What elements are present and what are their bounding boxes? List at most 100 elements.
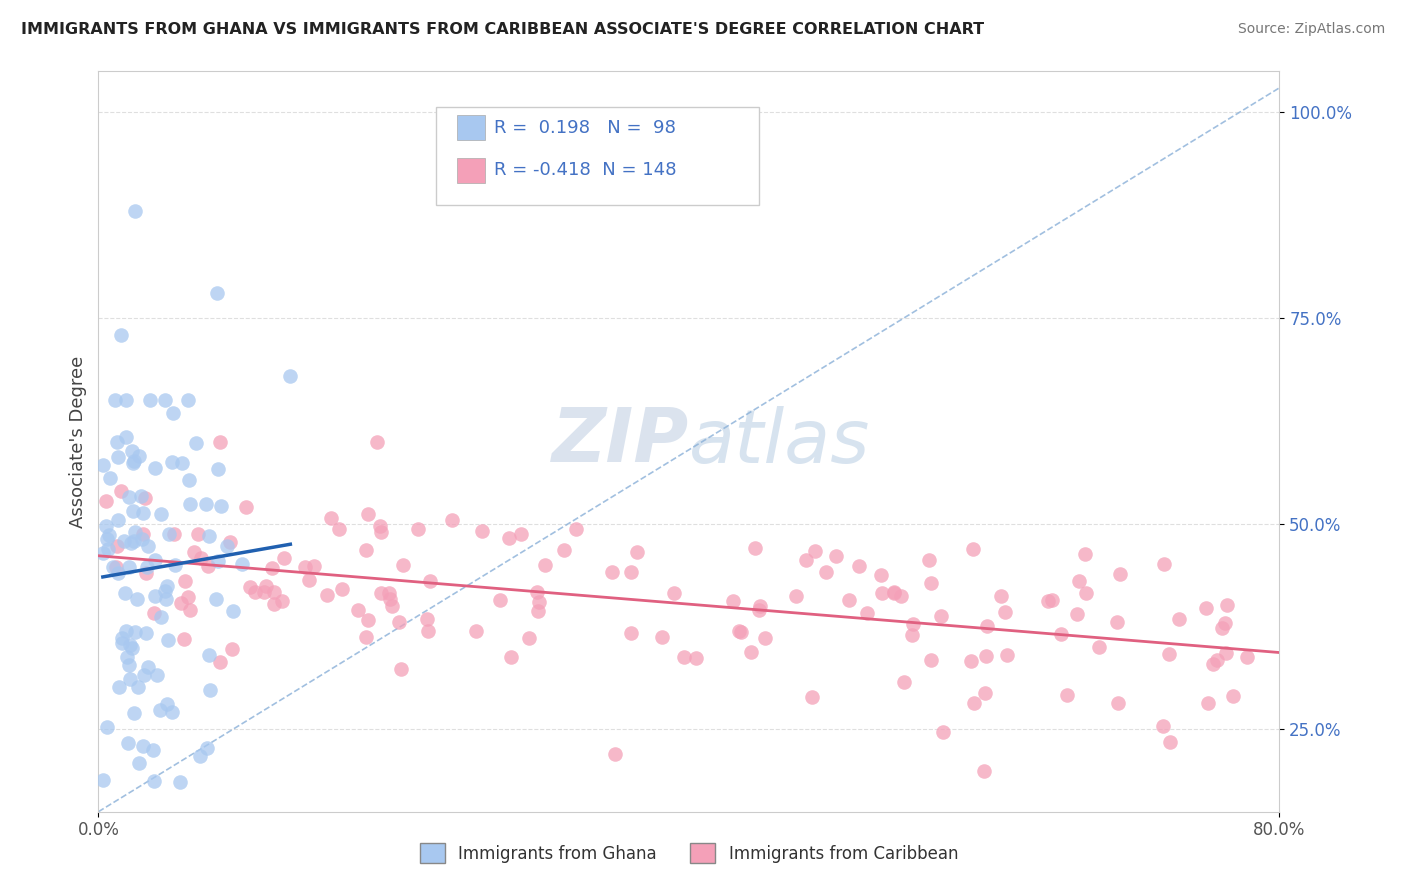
Point (96, 720, 118, 734)
Point (114, 586, 136, 600)
Point (416, 612, 439, 626)
Point (127, 680, 149, 694)
Point (498, 531, 520, 545)
Point (162, 455, 184, 469)
Point (136, 539, 159, 553)
Point (124, 625, 146, 640)
Point (142, 743, 165, 757)
Point (920, 653, 942, 667)
Point (165, 558, 187, 572)
Point (91, 773, 114, 788)
Point (254, 579, 277, 593)
Point (96, 532, 118, 546)
Point (173, 574, 195, 588)
Point (138, 393, 160, 408)
Point (146, 668, 169, 682)
Point (177, 393, 200, 408)
Point (357, 507, 380, 521)
Legend: Immigrants from Ghana, Immigrants from Caribbean: Immigrants from Ghana, Immigrants from C… (413, 837, 965, 870)
Point (388, 615, 411, 630)
Point (143, 606, 166, 620)
Point (330, 582, 353, 596)
Point (1105, 615, 1128, 630)
Point (389, 662, 412, 676)
Point (197, 559, 219, 574)
Point (748, 603, 770, 617)
Point (122, 503, 145, 517)
Point (960, 654, 983, 668)
Point (105, 435, 128, 450)
Point (1213, 616, 1236, 631)
Point (1088, 640, 1111, 654)
Point (153, 393, 176, 408)
Point (748, 599, 770, 613)
Point (157, 527, 180, 541)
Point (135, 566, 157, 581)
Point (785, 590, 807, 604)
Point (131, 532, 153, 546)
Point (128, 756, 150, 770)
Point (1195, 600, 1218, 615)
Point (132, 527, 155, 541)
Point (142, 773, 165, 788)
Point (173, 632, 195, 647)
Point (217, 540, 239, 554)
Point (920, 576, 942, 591)
Point (804, 544, 827, 558)
Point (357, 613, 380, 627)
Point (1152, 719, 1174, 733)
Point (107, 566, 129, 580)
Point (198, 648, 221, 662)
Point (664, 586, 686, 600)
Text: atlas: atlas (689, 406, 870, 477)
Point (929, 608, 952, 623)
Point (153, 583, 176, 598)
Point (118, 638, 141, 652)
Point (1056, 689, 1078, 703)
Text: R =  0.198   N =  98: R = 0.198 N = 98 (494, 119, 675, 136)
Point (91, 546, 114, 560)
Point (143, 553, 166, 567)
Point (162, 406, 184, 420)
Point (1040, 592, 1063, 607)
Point (221, 641, 243, 656)
Point (1107, 696, 1129, 710)
Text: Source: ZipAtlas.com: Source: ZipAtlas.com (1237, 22, 1385, 37)
Point (280, 368, 302, 383)
Point (96, 519, 118, 533)
Point (416, 624, 439, 638)
Point (128, 449, 150, 463)
Point (1159, 734, 1181, 748)
Y-axis label: Associate's Degree: Associate's Degree (69, 355, 87, 528)
Point (673, 649, 696, 664)
Point (370, 586, 392, 600)
Point (754, 631, 776, 645)
Point (136, 660, 159, 674)
Point (1206, 652, 1229, 666)
Point (848, 558, 870, 573)
Point (207, 553, 229, 567)
Point (368, 519, 391, 533)
Point (198, 529, 221, 543)
Point (97, 541, 120, 556)
Point (366, 434, 388, 449)
Point (419, 574, 441, 589)
Point (602, 566, 624, 580)
Point (115, 430, 138, 444)
Point (1108, 566, 1130, 581)
Point (963, 696, 986, 710)
Point (510, 527, 533, 541)
Point (190, 551, 212, 566)
Point (253, 584, 276, 599)
Text: IMMIGRANTS FROM GHANA VS IMMIGRANTS FROM CARIBBEAN ASSOCIATE'S DEGREE CORRELATIO: IMMIGRANTS FROM GHANA VS IMMIGRANTS FROM… (21, 22, 984, 37)
Point (855, 606, 877, 620)
Point (122, 454, 145, 468)
Point (204, 591, 226, 606)
Point (143, 589, 166, 603)
Point (1197, 696, 1219, 710)
Point (131, 506, 153, 520)
Point (1216, 598, 1239, 612)
Point (391, 558, 413, 573)
Point (120, 672, 142, 686)
Point (620, 626, 643, 640)
